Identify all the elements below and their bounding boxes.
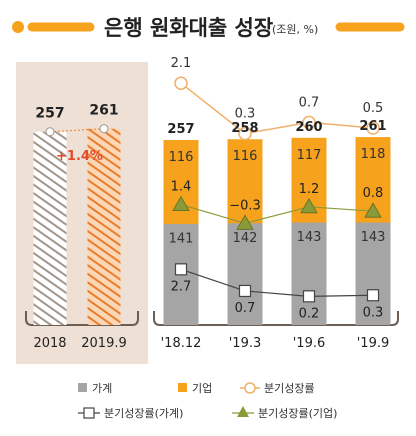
growth-total-marker [302, 115, 316, 130]
growth-household-label: 0.2 [299, 306, 320, 321]
triangle-line-icon [232, 406, 254, 417]
household-bar-segment [227, 222, 263, 325]
legend-label-growth: 분기성장률 [264, 382, 315, 395]
growth-total-label: 0.7 [299, 95, 320, 110]
legend-label-growth-household: 분기성장률(가계) [104, 407, 183, 420]
growth-household-marker [238, 284, 252, 298]
growth-total-marker [238, 126, 252, 141]
growth-household-line [180, 268, 374, 297]
household-bar-segment [355, 222, 391, 325]
annual-panel-bracket [25, 311, 139, 326]
annual-trend-line [49, 128, 105, 133]
legend: 가계 기업 분기성장률 분기성장률(가계) 분기성장률(기업) [78, 382, 337, 420]
growth-total-label: 0.3 [235, 107, 256, 122]
growth-corporate-marker [236, 214, 254, 230]
growth-household-marker [302, 290, 316, 303]
growth-household-label: 0.7 [235, 301, 256, 316]
annual-bar [87, 128, 121, 325]
annual-bar-marker [45, 127, 55, 137]
legend-label-corporate: 기업 [192, 382, 212, 395]
legend-label-household: 가계 [92, 382, 112, 395]
growth-total-label: 2.1 [171, 56, 192, 71]
quarter-total-label: 260 [295, 120, 322, 135]
household-value-label: 143 [297, 230, 322, 245]
title-left-dot [12, 21, 24, 33]
household-value-label: 142 [233, 231, 258, 246]
growth-corporate-label: 1.4 [171, 180, 192, 195]
household-value-label: 141 [169, 231, 194, 246]
quarter-total-label: 258 [231, 121, 258, 136]
annual-bar-value: 257 [35, 106, 64, 122]
annual-bar-marker [99, 124, 109, 134]
quarter-total-label: 257 [167, 122, 194, 137]
growth-corporate-line [180, 204, 374, 224]
quarter-category-label: '19.9 [357, 336, 390, 351]
annual-bar [33, 131, 67, 325]
annual-growth-annotation: +1.4% [56, 149, 103, 164]
growth-household-marker [366, 289, 380, 302]
quarterly-panel: 257 116 141 '18.12 258 116 142 '19.3 260 117 143 '1… [153, 56, 399, 351]
household-bar-segment [291, 222, 327, 325]
household-value-label: 143 [361, 230, 386, 245]
title-bar: 은행 원화대출 성장 (조원, %) [12, 16, 405, 40]
quarter-category-label: '18.12 [161, 336, 202, 351]
annual-category-label: 2019.9 [81, 336, 127, 351]
growth-total-label: 0.5 [363, 101, 384, 116]
quarterly-panel-bracket [153, 311, 399, 326]
circle-line-icon [240, 382, 260, 394]
growth-corporate-label: −0.3 [229, 198, 261, 213]
growth-corporate-marker [364, 202, 382, 218]
growth-total-marker [366, 121, 380, 135]
quarter-category-label: '19.3 [229, 336, 262, 351]
square-line-icon [78, 407, 100, 419]
corporate-value-label: 118 [361, 147, 386, 162]
growth-corporate-label: 1.2 [299, 182, 320, 197]
growth-total-line [180, 82, 374, 135]
growth-household-marker [174, 263, 188, 276]
unit-label: (조원, %) [272, 23, 318, 36]
growth-corporate-label: 0.8 [363, 186, 384, 201]
growth-household-label: 2.7 [171, 279, 192, 294]
annual-panel: 257 2018 261 2019.9 +1.4% [16, 62, 148, 364]
orange-square-icon [178, 383, 187, 392]
growth-household-label: 0.3 [363, 305, 384, 320]
corporate-value-label: 117 [297, 148, 322, 163]
quarter-category-label: '19.6 [293, 336, 326, 351]
growth-corporate-marker [172, 195, 190, 212]
corporate-value-label: 116 [169, 150, 194, 165]
growth-corporate-marker [300, 197, 318, 214]
annual-category-label: 2018 [33, 336, 66, 351]
page-title: 은행 원화대출 성장 [104, 16, 273, 40]
quarter-total-label: 261 [359, 119, 386, 134]
gray-square-icon [78, 383, 87, 392]
growth-total-marker [174, 76, 188, 90]
corporate-value-label: 116 [233, 149, 258, 164]
legend-label-growth-corporate: 분기성장률(기업) [258, 407, 337, 420]
annual-bar-value: 261 [89, 103, 118, 119]
corporate-bar-segment [227, 139, 263, 224]
